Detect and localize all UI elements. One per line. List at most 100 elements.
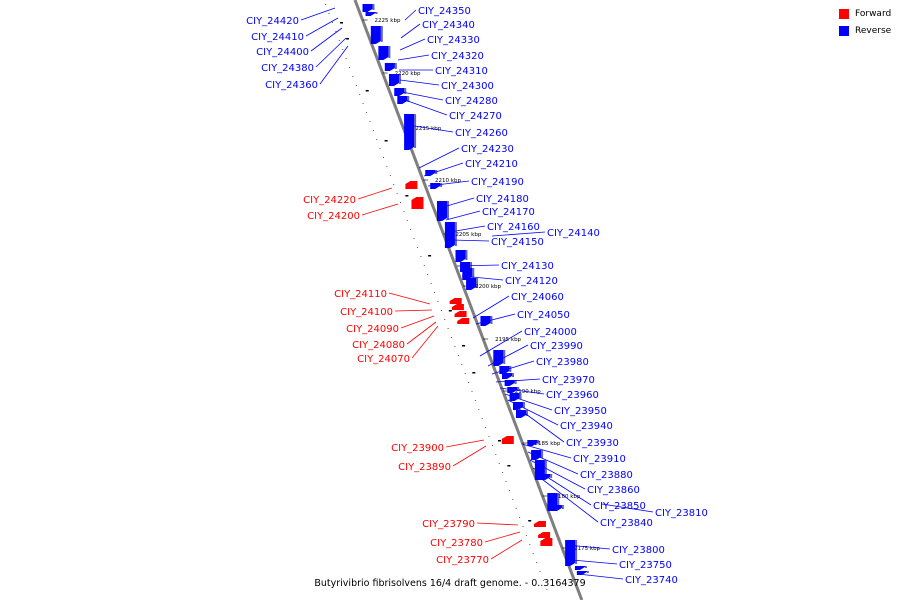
reference-dot <box>423 265 425 266</box>
gene-shade <box>511 373 514 377</box>
label-reverse: CIY_23970 <box>542 375 595 386</box>
tick-label: 2195 kbp <box>495 337 521 343</box>
gene-reverse <box>531 450 542 460</box>
label-reverse-leader <box>521 443 572 459</box>
reference-dot <box>406 220 408 221</box>
reference-dash <box>528 520 532 522</box>
gene-shade <box>519 393 522 399</box>
reference-dot <box>332 22 333 23</box>
label-forward-leader <box>476 522 519 526</box>
gene-shade <box>586 571 589 573</box>
label-reverse: CIY_24210 <box>465 159 518 170</box>
label-reverse-leader <box>451 239 490 242</box>
reference-dot <box>444 319 446 320</box>
label-reverse: CIY_24310 <box>435 66 488 77</box>
label-reverse: CIY_23810 <box>655 508 708 519</box>
reference-dot <box>345 58 347 59</box>
label-reverse-leader <box>491 231 546 237</box>
gene-shade <box>394 63 397 69</box>
gene-shade <box>404 88 407 94</box>
gene-forward <box>411 197 424 209</box>
reference-dot <box>440 310 442 311</box>
label-forward-leader <box>388 292 431 305</box>
gene-reverse <box>436 201 447 221</box>
gene-shade <box>388 46 391 58</box>
label-reverse-leader <box>495 378 541 383</box>
label-forward: CIY_24090 <box>346 324 399 335</box>
label-reverse: CIY_23880 <box>580 470 633 481</box>
label-reverse-leader <box>404 9 417 21</box>
gene-shade <box>537 440 540 444</box>
gene-shade <box>375 12 378 14</box>
gene-reverse <box>365 12 376 16</box>
reference-dot <box>512 499 514 500</box>
label-reverse: CIY_23840 <box>600 518 653 529</box>
gene-reverse <box>480 316 491 326</box>
label-forward: CIY_24220 <box>303 195 356 206</box>
gene-reverse <box>455 250 466 262</box>
gene-forward <box>538 532 551 538</box>
label-forward-leader <box>490 539 523 560</box>
reference-dot <box>413 238 415 239</box>
label-forward: CIY_24100 <box>340 307 393 318</box>
label-reverse-leader <box>400 23 421 39</box>
label-reverse: CIY_23940 <box>560 421 613 432</box>
label-reverse: CIY_23800 <box>612 545 665 556</box>
label-reverse-leader <box>479 330 523 357</box>
gene-forward <box>501 436 514 444</box>
gene-shade <box>584 566 587 568</box>
label-forward-leader <box>452 445 487 467</box>
gene-shade <box>380 26 383 42</box>
gene-shade <box>398 74 401 84</box>
label-reverse: CIY_23740 <box>625 575 678 586</box>
label-forward-leader <box>400 315 435 329</box>
gene-shade <box>522 402 525 408</box>
gene-shade <box>514 380 517 384</box>
tick-label: 2180 kbp <box>554 494 580 500</box>
gene-reverse <box>466 278 477 290</box>
gene-shade <box>440 183 443 187</box>
label-forward: CIY_24110 <box>334 289 387 300</box>
label-reverse: CIY_24120 <box>505 276 558 287</box>
label-reverse-left: CIY_24380 <box>261 63 314 74</box>
reference-dot <box>451 337 452 338</box>
gene-reverse <box>501 373 512 379</box>
gene-reverse <box>404 114 415 150</box>
label-reverse-leader <box>461 275 504 281</box>
label-reverse-leader <box>404 99 448 116</box>
gene-reverse <box>565 540 576 566</box>
label-forward-leader <box>357 187 393 200</box>
reference-dot <box>498 463 500 464</box>
label-reverse: CIY_24280 <box>445 96 498 107</box>
reference-dot <box>454 346 456 347</box>
label-reverse: CIY_24230 <box>461 144 514 155</box>
label-forward: CIY_23780 <box>430 538 483 549</box>
reference-dot <box>522 526 524 527</box>
gene-reverse <box>540 474 551 480</box>
gene-forward <box>457 318 470 324</box>
label-reverse-leader <box>571 559 618 565</box>
gene-forward <box>533 521 546 527</box>
reference-dot <box>468 382 470 383</box>
reference-dot <box>529 544 531 545</box>
reference-dot <box>532 553 534 554</box>
label-reverse-left: CIY_24400 <box>256 47 309 58</box>
gene-reverse <box>397 96 408 104</box>
label-reverse-left-leader <box>315 37 347 68</box>
label-reverse-leader <box>537 475 599 523</box>
reference-dash <box>507 465 511 467</box>
gene-shade <box>557 493 560 509</box>
reference-dot <box>464 373 466 374</box>
gene-shade <box>509 366 512 372</box>
label-reverse-leader <box>514 405 565 443</box>
gene-shade <box>575 540 578 564</box>
legend-label-reverse: Reverse <box>855 26 892 36</box>
label-reverse-leader <box>439 197 475 209</box>
reference-dash <box>340 22 343 24</box>
gene-shade <box>517 387 520 391</box>
reference-dot <box>491 445 493 446</box>
reference-dot <box>359 94 361 95</box>
label-forward-leader <box>445 439 485 448</box>
